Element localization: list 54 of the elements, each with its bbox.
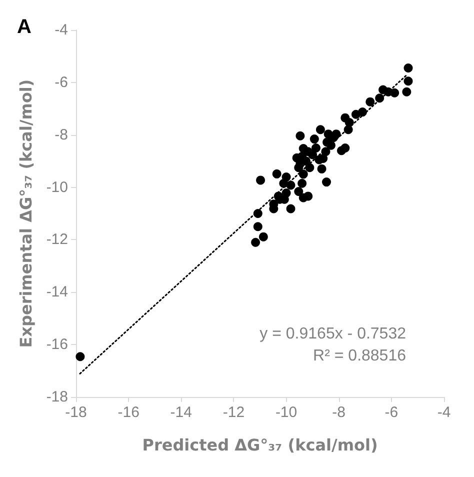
point bbox=[324, 130, 333, 139]
point bbox=[298, 193, 308, 202]
y-tick-label: -4 bbox=[54, 22, 68, 38]
point bbox=[298, 144, 308, 153]
x-tick-label: -12 bbox=[222, 404, 245, 421]
point bbox=[326, 140, 336, 150]
point bbox=[251, 238, 260, 247]
point bbox=[404, 76, 413, 86]
point bbox=[272, 169, 282, 178]
point bbox=[298, 170, 308, 179]
point bbox=[310, 134, 319, 144]
x-tick-label: -8 bbox=[332, 404, 346, 421]
point bbox=[316, 125, 325, 134]
y-tick-label: -8 bbox=[54, 126, 68, 144]
x-tick-label: -4 bbox=[437, 404, 451, 421]
point bbox=[344, 125, 353, 134]
point bbox=[286, 204, 296, 214]
annotation: R² = 0.88516 bbox=[313, 348, 406, 364]
point bbox=[322, 178, 332, 187]
point bbox=[294, 163, 304, 172]
y-tick-label: -10 bbox=[46, 178, 68, 196]
chart-title: A bbox=[17, 16, 32, 38]
point bbox=[305, 163, 314, 172]
y-axis-title: Experimental ΔG°₃₇ (kcal/mol) bbox=[16, 79, 36, 348]
x-tick-label: -18 bbox=[65, 404, 87, 421]
x-axis-title: Predicted ΔG°₃₇ (kcal/mol) bbox=[142, 436, 378, 454]
y-tick-label: -14 bbox=[46, 284, 68, 301]
point bbox=[402, 87, 412, 96]
point bbox=[336, 146, 346, 156]
point bbox=[279, 178, 288, 188]
point bbox=[351, 110, 360, 119]
point bbox=[298, 178, 307, 188]
point bbox=[76, 352, 85, 362]
x-tick-label: -14 bbox=[170, 404, 192, 421]
point bbox=[253, 222, 262, 232]
y-tick-label: -6 bbox=[54, 74, 68, 91]
point bbox=[253, 209, 262, 218]
point bbox=[256, 176, 266, 185]
x-tick-label: -6 bbox=[384, 404, 398, 421]
point bbox=[258, 232, 268, 242]
y-tick-label: -16 bbox=[46, 336, 68, 354]
x-tick-label: -10 bbox=[275, 404, 298, 421]
point bbox=[296, 131, 305, 140]
point bbox=[366, 97, 375, 106]
annotation: y = 0.9165x - 0.7532 bbox=[260, 326, 406, 342]
point bbox=[317, 164, 326, 174]
point bbox=[375, 94, 384, 103]
point bbox=[312, 143, 320, 152]
y-tick-label: -12 bbox=[46, 231, 68, 248]
y-tick-label: -18 bbox=[46, 388, 68, 406]
point bbox=[294, 186, 304, 196]
x-tick-label: -16 bbox=[118, 404, 140, 421]
point bbox=[404, 64, 413, 73]
point bbox=[378, 85, 388, 94]
